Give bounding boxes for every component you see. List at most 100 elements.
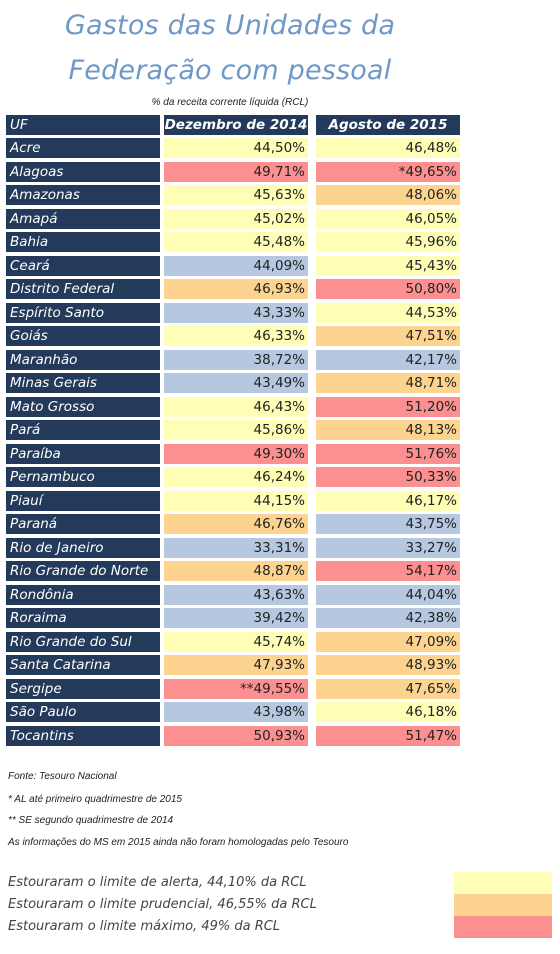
value-cell-dez-2014: 47,93%: [164, 655, 308, 676]
table-row: Santa Catarina 47,93% 48,93%: [6, 654, 460, 678]
value-cell-ago-2015: 51,76%: [316, 443, 460, 464]
uf-name-cell: Bahia: [6, 232, 160, 253]
uf-name-cell: Espírito Santo: [6, 302, 160, 323]
value-cell-ago-2015: 46,05%: [316, 208, 460, 229]
spending-table: UF Dezembro de 2014 Agosto de 2015 Acre 4…: [6, 113, 460, 748]
value-cell-ago-2015: 54,17%: [316, 561, 460, 582]
chart-subtitle: % da receita corrente líquida (RCL): [151, 97, 309, 108]
uf-name-cell: Ceará: [6, 255, 160, 276]
value-cell-ago-2015: 48,06%: [316, 185, 460, 206]
value-cell-ago-2015: 45,43%: [316, 255, 460, 276]
table-row: Rio de Janeiro 33,31% 33,27%: [6, 536, 460, 560]
column-header-uf: UF: [6, 114, 160, 135]
value-cell-ago-2015: 42,17%: [316, 349, 460, 370]
table-row: Pernambuco 46,24% 50,33%: [6, 466, 460, 490]
value-cell-dez-2014: 44,50%: [164, 138, 308, 159]
uf-name-cell: Pará: [6, 420, 160, 441]
table-row: Paraná 46,76% 43,75%: [6, 513, 460, 537]
value-cell-dez-2014: 44,09%: [164, 255, 308, 276]
value-cell-dez-2014: 45,48%: [164, 232, 308, 253]
table-row: Amapá 45,02% 46,05%: [6, 207, 460, 231]
value-cell-ago-2015: 51,20%: [316, 396, 460, 417]
table-row: Rio Grande do Norte 48,87% 54,17%: [6, 560, 460, 584]
table-row: Bahia 45,48% 45,96%: [6, 231, 460, 255]
value-cell-ago-2015: 43,75%: [316, 514, 460, 535]
uf-name-cell: Acre: [6, 138, 160, 159]
value-cell-ago-2015: 50,80%: [316, 279, 460, 300]
table-row: Distrito Federal 46,93% 50,80%: [6, 278, 460, 302]
uf-name-cell: Paraná: [6, 514, 160, 535]
uf-name-cell: Roraima: [6, 608, 160, 629]
table-header-row: UF Dezembro de 2014 Agosto de 2015: [6, 113, 460, 137]
table-row: Minas Gerais 43,49% 48,71%: [6, 372, 460, 396]
table-row: Piauí 44,15% 46,17%: [6, 489, 460, 513]
legend-swatch-alerta: [454, 872, 552, 894]
source-note: Fonte: Tesouro Nacional: [8, 771, 117, 782]
uf-name-cell: Rio de Janeiro: [6, 537, 160, 558]
value-cell-ago-2015: 46,48%: [316, 138, 460, 159]
footnote-ms: As informações do MS em 2015 ainda não f…: [8, 837, 349, 848]
uf-name-cell: Santa Catarina: [6, 655, 160, 676]
value-cell-ago-2015: 50,33%: [316, 467, 460, 488]
value-cell-dez-2014: 43,63%: [164, 584, 308, 605]
footnote-se: ** SE segundo quadrimestre de 2014: [8, 815, 174, 826]
table-row: Rio Grande do Sul 45,74% 47,09%: [6, 630, 460, 654]
table-row: Sergipe **49,55% 47,65%: [6, 677, 460, 701]
value-cell-dez-2014: 48,87%: [164, 561, 308, 582]
uf-name-cell: São Paulo: [6, 702, 160, 723]
uf-name-cell: Paraíba: [6, 443, 160, 464]
table-row: Mato Grosso 46,43% 51,20%: [6, 395, 460, 419]
value-cell-ago-2015: 46,18%: [316, 702, 460, 723]
table-row: Pará 45,86% 48,13%: [6, 419, 460, 443]
table-row: Acre 44,50% 46,48%: [6, 137, 460, 161]
value-cell-dez-2014: **49,55%: [164, 678, 308, 699]
value-cell-ago-2015: 33,27%: [316, 537, 460, 558]
value-cell-ago-2015: 51,47%: [316, 725, 460, 746]
uf-name-cell: Mato Grosso: [6, 396, 160, 417]
uf-name-cell: Amazonas: [6, 185, 160, 206]
value-cell-dez-2014: 49,30%: [164, 443, 308, 464]
value-cell-ago-2015: 47,65%: [316, 678, 460, 699]
value-cell-ago-2015: 47,51%: [316, 326, 460, 347]
table-row: Tocantins 50,93% 51,47%: [6, 724, 460, 748]
uf-name-cell: Rio Grande do Norte: [6, 561, 160, 582]
table-row: Maranhão 38,72% 42,17%: [6, 348, 460, 372]
legend-swatch-prudencial: [454, 894, 552, 916]
legend-swatch-maximo: [454, 916, 552, 938]
table-row: Rondônia 43,63% 44,04%: [6, 583, 460, 607]
uf-name-cell: Minas Gerais: [6, 373, 160, 394]
value-cell-dez-2014: 39,42%: [164, 608, 308, 629]
uf-name-cell: Rondônia: [6, 584, 160, 605]
value-cell-ago-2015: 46,17%: [316, 490, 460, 511]
legend-label-prudencial: Estouraram o limite prudencial, 46,55% d…: [8, 897, 317, 912]
uf-name-cell: Distrito Federal: [6, 279, 160, 300]
column-header-dez-2014: Dezembro de 2014: [164, 114, 308, 135]
table-row: Amazonas 45,63% 48,06%: [6, 184, 460, 208]
uf-name-cell: Maranhão: [6, 349, 160, 370]
value-cell-dez-2014: 46,76%: [164, 514, 308, 535]
value-cell-ago-2015: 48,13%: [316, 420, 460, 441]
table-body: Acre 44,50% 46,48% Alagoas 49,71% *49,65% Amaz…: [6, 137, 460, 748]
value-cell-dez-2014: 49,71%: [164, 161, 308, 182]
uf-name-cell: Alagoas: [6, 161, 160, 182]
uf-name-cell: Sergipe: [6, 678, 160, 699]
uf-name-cell: Amapá: [6, 208, 160, 229]
uf-name-cell: Goiás: [6, 326, 160, 347]
value-cell-dez-2014: 33,31%: [164, 537, 308, 558]
table-row: Alagoas 49,71% *49,65%: [6, 160, 460, 184]
value-cell-ago-2015: *49,65%: [316, 161, 460, 182]
value-cell-dez-2014: 43,98%: [164, 702, 308, 723]
value-cell-ago-2015: 48,93%: [316, 655, 460, 676]
legend-label-alerta: Estouraram o limite de alerta, 44,10% da…: [8, 875, 307, 890]
value-cell-ago-2015: 45,96%: [316, 232, 460, 253]
value-cell-dez-2014: 50,93%: [164, 725, 308, 746]
value-cell-dez-2014: 46,33%: [164, 326, 308, 347]
legend-label-maximo: Estouraram o limite máximo, 49% da RCL: [8, 919, 281, 934]
value-cell-dez-2014: 38,72%: [164, 349, 308, 370]
value-cell-ago-2015: 42,38%: [316, 608, 460, 629]
value-cell-dez-2014: 46,43%: [164, 396, 308, 417]
value-cell-dez-2014: 45,74%: [164, 631, 308, 652]
footnote-al: * AL até primeiro quadrimestre de 2015: [8, 794, 182, 805]
value-cell-ago-2015: 44,53%: [316, 302, 460, 323]
table-row: Goiás 46,33% 47,51%: [6, 325, 460, 349]
